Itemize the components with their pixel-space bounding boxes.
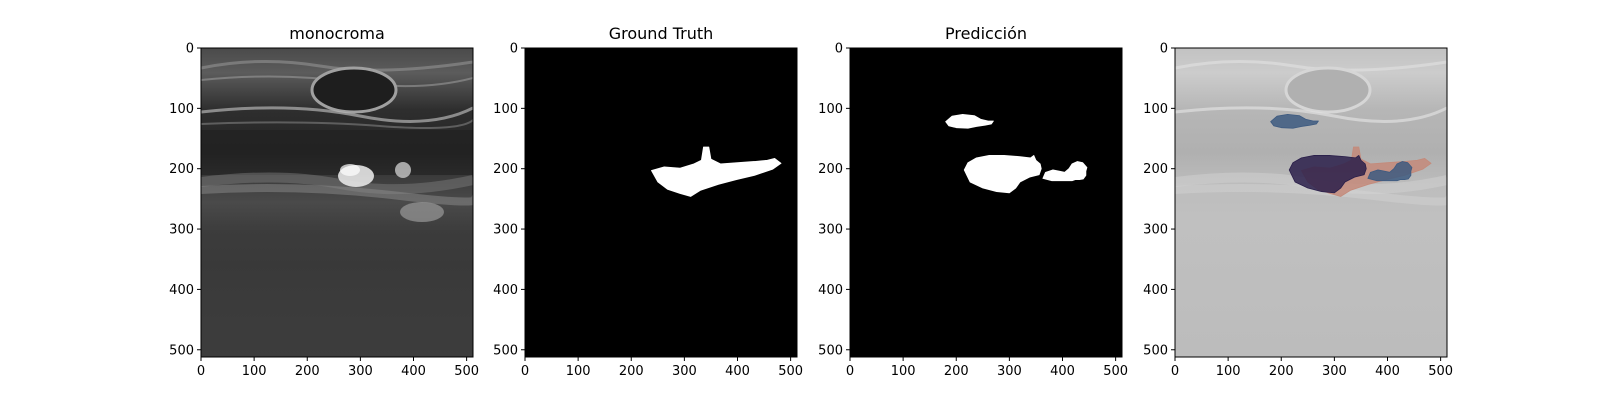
panel-prediction: Predicción 0 100 200 300 400 500 0 100 200 300 40… — [818, 24, 1128, 379]
x-tick-label: 100 — [891, 364, 916, 379]
y-tick-label: 0 — [1160, 42, 1168, 57]
axes-frame — [849, 47, 1123, 358]
x-tick-label: 500 — [1103, 364, 1128, 379]
y-axis: 0 100 200 300 400 500 — [1143, 42, 1175, 358]
prediction-region — [963, 155, 1042, 194]
prediction-region — [1042, 161, 1088, 182]
y-axis: 0 100 200 300 400 500 — [818, 42, 850, 358]
y-tick-label: 0 — [510, 42, 518, 57]
y-tick-label: 400 — [818, 283, 843, 298]
x-axis: 0 100 200 300 400 500 — [1171, 357, 1453, 379]
x-axis: 0 100 200 300 400 500 — [197, 357, 479, 379]
ultrasound-image — [201, 48, 473, 357]
mask-background — [850, 48, 1122, 357]
x-tick-label: 400 — [401, 364, 426, 379]
overlay-pred-region — [1367, 161, 1413, 182]
x-axis: 0 100 200 300 400 500 — [521, 357, 803, 379]
y-tick-label: 200 — [169, 162, 194, 177]
y-tick-label: 300 — [493, 223, 518, 238]
x-tick-label: 300 — [997, 364, 1022, 379]
overlay-pred-region — [1288, 155, 1367, 194]
x-tick-label: 500 — [454, 364, 479, 379]
y-tick-label: 100 — [493, 102, 518, 117]
y-tick-label: 300 — [1143, 223, 1168, 238]
ground-truth-region — [651, 146, 782, 197]
ground-truth-mask — [651, 146, 782, 197]
y-tick-label: 400 — [1143, 283, 1168, 298]
x-tick-label: 500 — [1428, 364, 1453, 379]
x-tick-label: 0 — [197, 364, 205, 379]
x-tick-label: 500 — [778, 364, 803, 379]
panel-ground-truth: Ground Truth 0 100 200 300 400 500 0 100 200 300… — [493, 24, 803, 379]
y-tick-label: 300 — [818, 223, 843, 238]
y-tick-label: 500 — [818, 343, 843, 358]
panel-title: monocroma — [289, 24, 385, 43]
y-tick-label: 300 — [169, 223, 194, 238]
x-axis: 0 100 200 300 400 500 — [846, 357, 1128, 379]
panel-title: Ground Truth — [609, 24, 714, 43]
y-tick-label: 500 — [169, 343, 194, 358]
axes-frame — [1174, 47, 1448, 358]
prediction-region — [945, 113, 994, 129]
panel-monocroma: monocroma 0 100 200 300 400 500 0 100 200 300 400… — [169, 24, 479, 379]
y-tick-label: 0 — [186, 42, 194, 57]
y-tick-label: 200 — [1143, 162, 1168, 177]
axes-frame — [200, 47, 474, 358]
x-tick-label: 100 — [566, 364, 591, 379]
x-tick-label: 300 — [1322, 364, 1347, 379]
y-tick-label: 100 — [818, 102, 843, 117]
x-tick-label: 300 — [672, 364, 697, 379]
overlay-image — [1175, 48, 1447, 357]
panel-overlay: 0 100 200 300 400 500 0 100 200 300 400 500 — [1143, 42, 1453, 380]
mask-background — [525, 48, 797, 357]
x-tick-label: 100 — [242, 364, 267, 379]
y-tick-label: 0 — [835, 42, 843, 57]
y-tick-label: 200 — [493, 162, 518, 177]
x-tick-label: 0 — [1171, 364, 1179, 379]
x-tick-label: 400 — [725, 364, 750, 379]
y-axis: 0 100 200 300 400 500 — [493, 42, 525, 358]
x-tick-label: 200 — [295, 364, 320, 379]
x-tick-label: 200 — [1269, 364, 1294, 379]
x-tick-label: 400 — [1375, 364, 1400, 379]
overlay-pred-region — [1270, 113, 1319, 129]
y-tick-label: 500 — [1143, 343, 1168, 358]
x-tick-label: 0 — [521, 364, 529, 379]
x-tick-label: 100 — [1216, 364, 1241, 379]
panel-title: Predicción — [945, 24, 1027, 43]
overlay-prediction — [1270, 113, 1413, 194]
prediction-mask — [945, 113, 1088, 194]
x-tick-label: 200 — [619, 364, 644, 379]
y-axis: 0 100 200 300 400 500 — [169, 42, 201, 358]
y-tick-label: 500 — [493, 343, 518, 358]
x-tick-label: 400 — [1050, 364, 1075, 379]
y-tick-label: 200 — [818, 162, 843, 177]
y-tick-label: 100 — [169, 102, 194, 117]
y-tick-label: 100 — [1143, 102, 1168, 117]
x-tick-label: 0 — [846, 364, 854, 379]
y-tick-label: 400 — [493, 283, 518, 298]
x-tick-label: 200 — [944, 364, 969, 379]
axes-frame — [524, 47, 798, 358]
x-tick-label: 300 — [348, 364, 373, 379]
y-tick-label: 400 — [169, 283, 194, 298]
